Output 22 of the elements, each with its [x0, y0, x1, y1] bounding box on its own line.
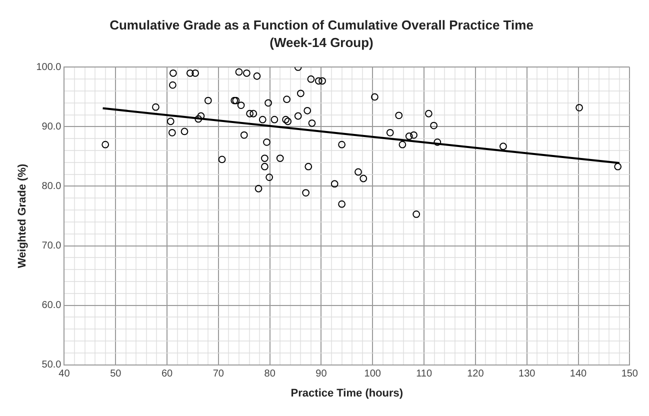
x-tick-label: 70 [212, 368, 224, 380]
chart-subtitle: (Week-14 Group) [270, 34, 374, 50]
y-tick-label: 100.0 [36, 62, 62, 73]
y-tick-label: 80.0 [42, 180, 62, 192]
x-tick-label: 60 [161, 368, 174, 380]
x-tick-label: 110 [416, 368, 432, 380]
x-tick-label: 90 [316, 368, 328, 380]
x-tick-label: 130 [518, 368, 536, 380]
x-tick-label: 150 [621, 368, 638, 380]
y-tick-label: 90.0 [42, 121, 62, 132]
chart-title: Cumulative Grade as a Function of Cumulative Overall Practice Time [110, 17, 534, 32]
x-tick-label: 80 [264, 368, 276, 380]
x-tick-label: 50 [110, 368, 122, 380]
y-tick-label: 70.0 [42, 240, 62, 252]
x-tick-label: 120 [467, 368, 484, 380]
x-tick-label: 40 [58, 368, 70, 380]
x-tick-label: 100 [364, 368, 382, 380]
x-axis-title: Practice Time (hours) [290, 387, 404, 400]
y-tick-label: 50.0 [42, 360, 62, 371]
y-tick-label: 60.0 [42, 300, 62, 312]
y-axis-title: Weighted Grade (%) [16, 164, 29, 268]
x-tick-label: 140 [570, 368, 588, 380]
